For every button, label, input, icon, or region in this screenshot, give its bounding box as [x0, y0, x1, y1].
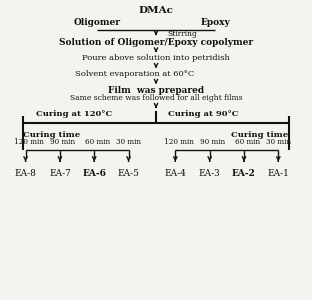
Text: 90 min: 90 min: [200, 139, 225, 146]
Text: 30 min: 30 min: [266, 139, 291, 146]
Text: Curing at 120°C: Curing at 120°C: [36, 110, 112, 118]
Text: 30 min: 30 min: [116, 139, 141, 146]
Text: EA-4: EA-4: [164, 169, 186, 178]
Text: DMAc: DMAc: [139, 6, 173, 15]
Text: 120 min: 120 min: [163, 139, 193, 146]
Text: 120 min: 120 min: [14, 139, 44, 146]
Text: 90 min: 90 min: [51, 139, 76, 146]
Text: Same scheme was followed for all eight films: Same scheme was followed for all eight f…: [70, 94, 242, 102]
Text: Poure above solution into petridish: Poure above solution into petridish: [82, 55, 230, 62]
Text: EA-6: EA-6: [82, 169, 106, 178]
Text: EA-8: EA-8: [15, 169, 37, 178]
Text: Oligomer: Oligomer: [73, 18, 120, 27]
Text: EA-3: EA-3: [199, 169, 221, 178]
Text: 60 min: 60 min: [85, 139, 110, 146]
Text: 60 min: 60 min: [235, 139, 260, 146]
Text: Stirring: Stirring: [167, 31, 197, 38]
Text: Solution of Oligomer/Epoxy copolymer: Solution of Oligomer/Epoxy copolymer: [59, 38, 253, 47]
Text: Film  was prepared: Film was prepared: [108, 86, 204, 95]
Text: Curing at 90°C: Curing at 90°C: [168, 110, 239, 118]
Text: Epoxy: Epoxy: [200, 18, 230, 27]
Text: Curing time: Curing time: [23, 131, 80, 139]
Text: EA-7: EA-7: [49, 169, 71, 178]
Text: Curing time: Curing time: [232, 131, 289, 139]
Text: EA-5: EA-5: [118, 169, 139, 178]
Text: EA-2: EA-2: [232, 169, 256, 178]
Text: Solvent evaporation at 60°C: Solvent evaporation at 60°C: [75, 70, 194, 78]
Text: EA-1: EA-1: [267, 169, 289, 178]
